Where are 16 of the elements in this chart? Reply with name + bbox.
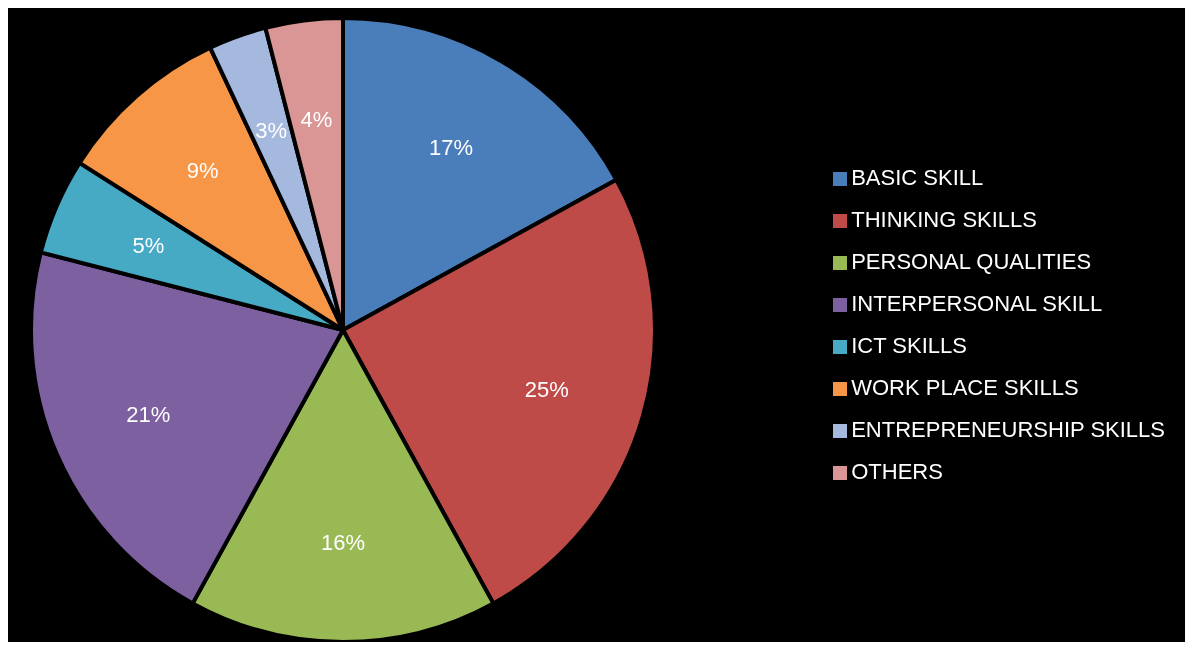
data-label: 21% [126,401,171,427]
data-label: 4% [300,107,333,133]
data-label: 25% [524,376,569,402]
legend-label: INTERPERSONAL SKILL [851,291,1103,316]
legend-label: ICT SKILLS [851,333,967,358]
data-label: 5% [132,233,165,259]
legend-label: PERSONAL QUALITIES [851,249,1092,274]
legend-label: THINKING SKILLS [851,207,1038,232]
legend-label: WORK PLACE SKILLS [851,375,1079,400]
data-label: 3% [255,117,288,143]
legend-label: OTHERS [851,459,943,484]
data-label: 17% [428,134,474,160]
data-label: 9% [186,158,219,184]
legend-label: ENTREPRENEURSHIP SKILLS [851,417,1165,442]
legend-label: BASIC SKILL [851,165,984,190]
data-label: 16% [320,529,366,555]
